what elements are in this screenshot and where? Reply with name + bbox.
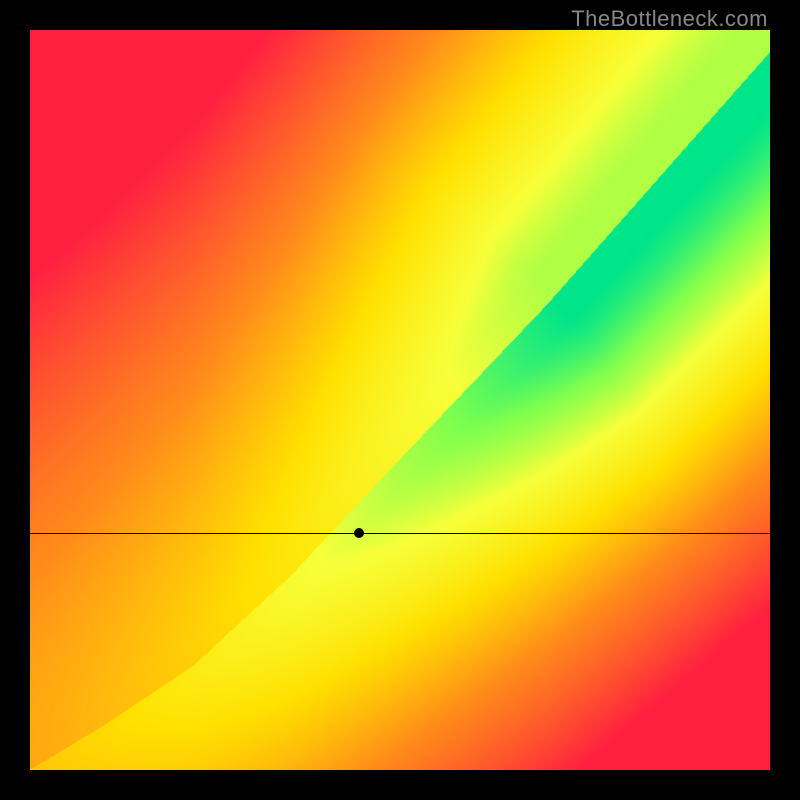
heatmap-canvas: [30, 30, 770, 770]
heatmap-plot: [30, 30, 770, 770]
crosshair-vertical: [359, 770, 360, 800]
crosshair-marker: [354, 528, 364, 538]
crosshair-horizontal: [30, 533, 770, 534]
watermark-text: TheBottleneck.com: [571, 6, 768, 32]
